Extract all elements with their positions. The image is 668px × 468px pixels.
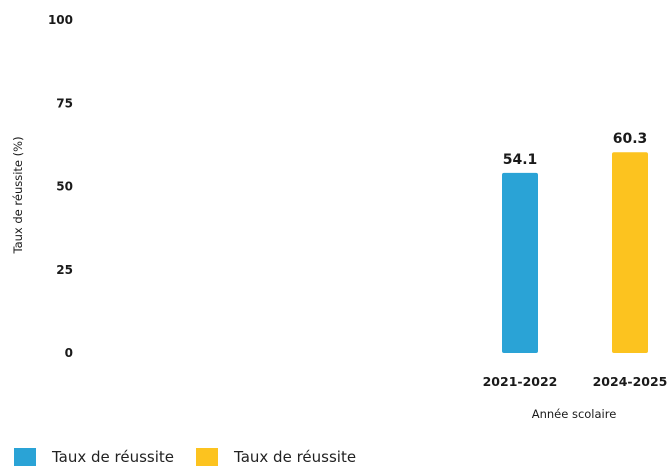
data-labels: 54.1 60.3 [503,131,648,168]
legend-swatch-blue [14,448,36,466]
bars [502,152,648,353]
bar-2021-2022 [502,172,538,353]
x-tick-label: 2024-2025 [593,374,668,389]
x-axis-ticks: 2021-2022 2024-2025 [483,374,668,389]
legend-item-2024-2025: Taux de réussite [196,448,356,466]
x-axis-title: Année scolaire [532,407,617,421]
x-tick-label: 2021-2022 [483,374,558,389]
data-label-2024-2025: 60.3 [613,131,648,147]
legend-label: Taux de réussite [52,448,175,466]
legend-item-2021-2022: Taux de réussite [14,448,174,466]
y-axis-ticks: 0 25 50 75 100 [48,13,73,360]
y-tick-label: 75 [56,96,73,110]
y-tick-label: 25 [56,263,73,277]
y-axis-title: Taux de réussite (%) [11,136,25,254]
y-tick-label: 50 [56,180,73,194]
y-tick-label: 100 [48,13,73,27]
legend: Taux de réussite Taux de réussite [14,448,378,466]
legend-swatch-yellow [196,448,219,466]
legend-label: Taux de réussite [234,448,357,466]
data-label-2021-2022: 54.1 [503,152,538,168]
y-tick-label: 0 [65,346,73,360]
bar-2024-2025 [612,152,648,353]
